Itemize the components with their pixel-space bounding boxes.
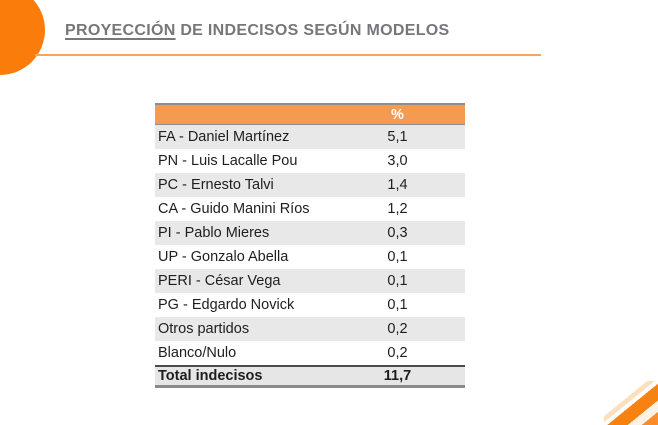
percentage-value: 0,3 bbox=[387, 225, 408, 241]
candidate-label: Total indecisos bbox=[158, 368, 263, 384]
table-row: PERI - César Vega 0,1 bbox=[155, 269, 465, 293]
candidate-label: Otros partidos bbox=[158, 321, 250, 337]
table-row: Otros partidos 0,2 bbox=[155, 317, 465, 341]
table-body: FA - Daniel Martínez 5,1 PN - Luis Lacal… bbox=[155, 125, 465, 388]
percentage-value: 3,0 bbox=[387, 153, 408, 169]
percentage-value: 0,1 bbox=[387, 273, 408, 289]
percentage-value: 0,2 bbox=[387, 345, 408, 361]
percentage-value: 0,1 bbox=[387, 297, 408, 313]
table-row: UP - Gonzalo Abella 0,1 bbox=[155, 245, 465, 269]
table-row: FA - Daniel Martínez 5,1 bbox=[155, 125, 465, 149]
candidate-label: PN - Luis Lacalle Pou bbox=[158, 153, 298, 169]
candidate-label: Blanco/Nulo bbox=[158, 345, 237, 361]
header-percent-label: % bbox=[391, 106, 404, 123]
corner-stripe-decoration bbox=[604, 381, 658, 425]
page-title: PROYECCIÓN DE INDECISOS SEGÚN MODELOS bbox=[65, 22, 450, 40]
candidate-label: CA - Guido Manini Ríos bbox=[158, 201, 310, 217]
candidate-label: PG - Edgardo Novick bbox=[158, 297, 295, 313]
percentage-value: 1,4 bbox=[387, 177, 408, 193]
table-row: PG - Edgardo Novick 0,1 bbox=[155, 293, 465, 317]
table-row: CA - Guido Manini Ríos 1,2 bbox=[155, 197, 465, 221]
title-rest: DE INDECISOS SEGÚN MODELOS bbox=[175, 22, 450, 39]
table-row: Blanco/Nulo 0,2 bbox=[155, 341, 465, 365]
table-row: PC - Ernesto Talvi 1,4 bbox=[155, 173, 465, 197]
percentage-value: 1,2 bbox=[387, 201, 408, 217]
projection-table: % FA - Daniel Martínez 5,1 PN - Luis Lac… bbox=[155, 103, 465, 388]
percentage-value: 0,1 bbox=[387, 249, 408, 265]
title-word-underlined: PROYECCIÓN bbox=[65, 22, 176, 39]
candidate-label: PC - Ernesto Talvi bbox=[158, 177, 274, 193]
percentage-value: 11,7 bbox=[383, 368, 412, 384]
percentage-value: 0,2 bbox=[387, 321, 408, 337]
candidate-label: PI - Pablo Mieres bbox=[158, 225, 270, 241]
table-row: Total indecisos 11,7 bbox=[155, 365, 465, 388]
table-row: PN - Luis Lacalle Pou 3,0 bbox=[155, 149, 465, 173]
table-header-row: % bbox=[155, 103, 465, 125]
corner-circle-decoration bbox=[0, 0, 45, 75]
table-row: PI - Pablo Mieres 0,3 bbox=[155, 221, 465, 245]
candidate-label: PERI - César Vega bbox=[158, 273, 281, 289]
candidate-label: FA - Daniel Martínez bbox=[158, 129, 290, 145]
percentage-value: 5,1 bbox=[387, 129, 408, 145]
title-rule bbox=[35, 54, 541, 56]
candidate-label: UP - Gonzalo Abella bbox=[158, 249, 289, 265]
